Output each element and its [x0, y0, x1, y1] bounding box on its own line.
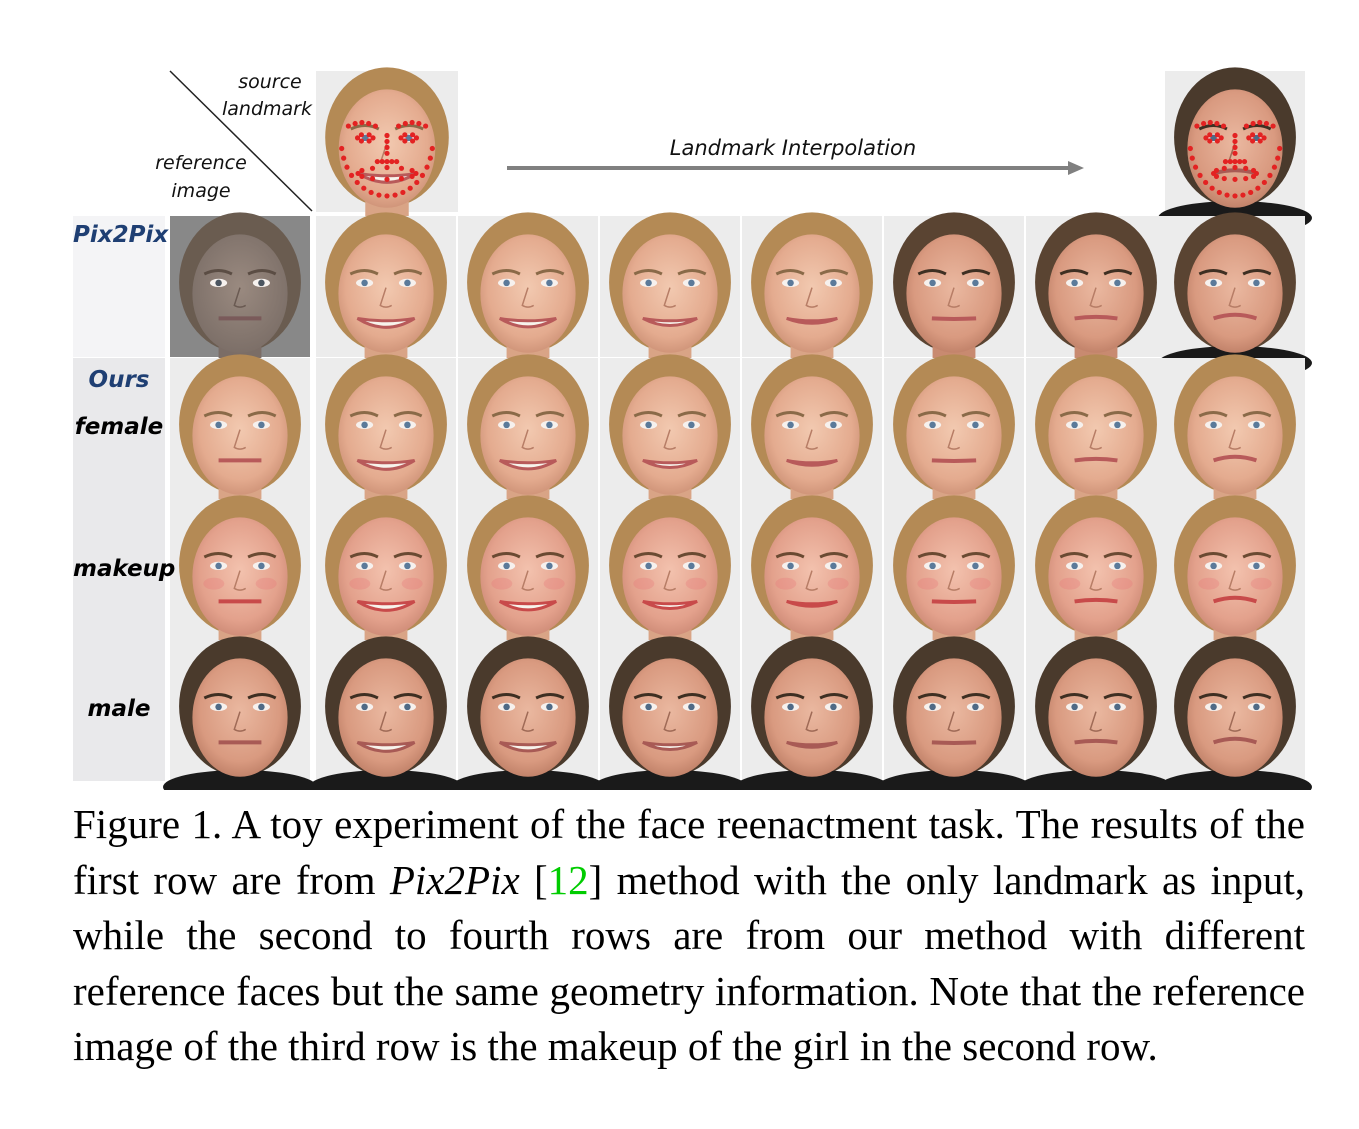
pix2pix-result-face: [884, 212, 1024, 378]
female-result-face: [1026, 354, 1166, 520]
target-landmark-face-male: [1158, 67, 1312, 235]
pix2pix-result-face: [600, 212, 740, 378]
interpolation-label: Landmark Interpolation: [669, 136, 917, 160]
male-result-face: [593, 636, 747, 790]
pix2pix-result-face: [742, 212, 882, 378]
row-label-female: female: [74, 414, 164, 440]
male-result-face: [1158, 636, 1312, 790]
face-images-layer: [163, 67, 1312, 790]
makeup-result-face: [884, 495, 1024, 661]
pix2pix-reference-face: [170, 212, 310, 378]
interpolation-arrow-head: [1068, 161, 1084, 175]
caption-text-part2: method with the only landmark as input, …: [73, 856, 1305, 1070]
pix2pix-result-face: [316, 212, 456, 378]
female-result-face: [742, 354, 882, 520]
caption-text-part1: Figure 1. A toy experiment of the face r…: [73, 801, 1305, 903]
header-reference-label: reference: [155, 152, 247, 174]
row-label-ours: Ours: [88, 367, 150, 393]
header-landmark-label: landmark: [222, 98, 312, 120]
makeup-result-face: [600, 495, 740, 661]
female-result-face: [316, 354, 456, 520]
caption-method-name: Pix2Pix: [389, 856, 520, 903]
female-result-face: [884, 354, 1024, 520]
header-image-label: image: [171, 180, 231, 202]
makeup-reference-face: [170, 495, 310, 661]
female-reference-face: [170, 354, 310, 520]
male-result-face: [735, 636, 889, 790]
figure-grid: [73, 67, 1312, 790]
male-result-face: [1019, 636, 1173, 790]
caption-ref-close: ]: [588, 856, 603, 903]
caption-citation-link[interactable]: 12: [547, 856, 589, 903]
male-reference-face: [163, 636, 317, 790]
male-result-face: [309, 636, 463, 790]
pix2pix-result-face: [1158, 212, 1312, 380]
caption-ref-open: [: [519, 856, 548, 903]
makeup-result-face: [1026, 495, 1166, 661]
label-cell-ours: [73, 358, 165, 781]
row-label-male: male: [87, 696, 151, 722]
header-source-label: source: [238, 71, 302, 93]
row-label-pix2pix: Pix2Pix: [73, 222, 169, 248]
row-label-makeup: makeup: [73, 556, 176, 582]
makeup-result-face: [742, 495, 882, 661]
female-result-face: [1165, 354, 1305, 520]
makeup-result-face: [458, 495, 598, 661]
figure-caption: Figure 1. A toy experiment of the face r…: [73, 797, 1305, 1075]
header-diagonal-line: [169, 70, 313, 212]
female-result-face: [600, 354, 740, 520]
source-landmark-face-female: [316, 67, 458, 233]
male-result-face: [451, 636, 605, 790]
female-result-face: [458, 354, 598, 520]
pix2pix-result-face: [458, 212, 598, 378]
male-result-face: [877, 636, 1031, 790]
label-cell-pix2pix: [73, 216, 165, 357]
makeup-result-face: [316, 495, 456, 661]
makeup-result-face: [1165, 495, 1305, 661]
pix2pix-result-face: [1026, 212, 1166, 378]
